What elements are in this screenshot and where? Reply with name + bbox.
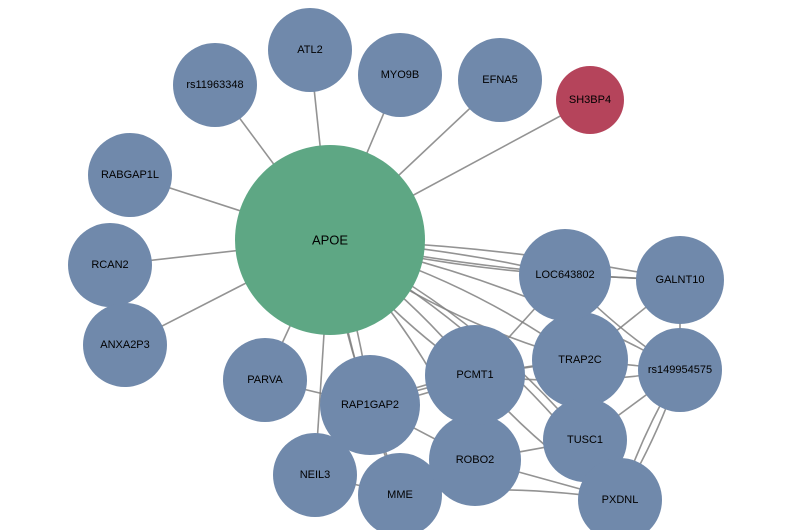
node-efna5: EFNA5: [458, 38, 542, 122]
node-circle: [425, 325, 525, 425]
node-rcan2: RCAN2: [68, 223, 152, 307]
node-myo9b: MYO9B: [358, 33, 442, 117]
node-galnt10: GALNT10: [636, 236, 724, 324]
node-circle: [429, 414, 521, 506]
node-rabgap1l: RABGAP1L: [88, 133, 172, 217]
node-rs149954575: rs149954575: [638, 328, 722, 412]
node-circle: [532, 312, 628, 408]
node-circle: [173, 43, 257, 127]
node-circle: [235, 145, 425, 335]
node-circle: [88, 133, 172, 217]
node-circle: [68, 223, 152, 307]
node-sh3bp4: SH3BP4: [556, 66, 624, 134]
node-pcmt1: PCMT1: [425, 325, 525, 425]
node-parva: PARVA: [223, 338, 307, 422]
node-circle: [268, 8, 352, 92]
node-circle: [556, 66, 624, 134]
node-circle: [83, 303, 167, 387]
node-circle: [273, 433, 357, 517]
node-circle: [638, 328, 722, 412]
node-circle: [636, 236, 724, 324]
node-loc643802: LOC643802: [519, 229, 611, 321]
node-circle: [223, 338, 307, 422]
node-robo2: ROBO2: [429, 414, 521, 506]
node-circle: [358, 33, 442, 117]
node-circle: [519, 229, 611, 321]
network-diagram: APOE SH3BP4 ATL2MYO9BEFNA5 rs11963348RABGAP…: [0, 0, 800, 530]
node-neil3: NEIL3: [273, 433, 357, 517]
node-anxa2p3: ANXA2P3: [83, 303, 167, 387]
node-circle: [458, 38, 542, 122]
node-rs11963348: rs11963348: [173, 43, 257, 127]
node-trap2c: TRAP2C: [532, 312, 628, 408]
node-atl2: ATL2: [268, 8, 352, 92]
node-apoe: APOE: [235, 145, 425, 335]
